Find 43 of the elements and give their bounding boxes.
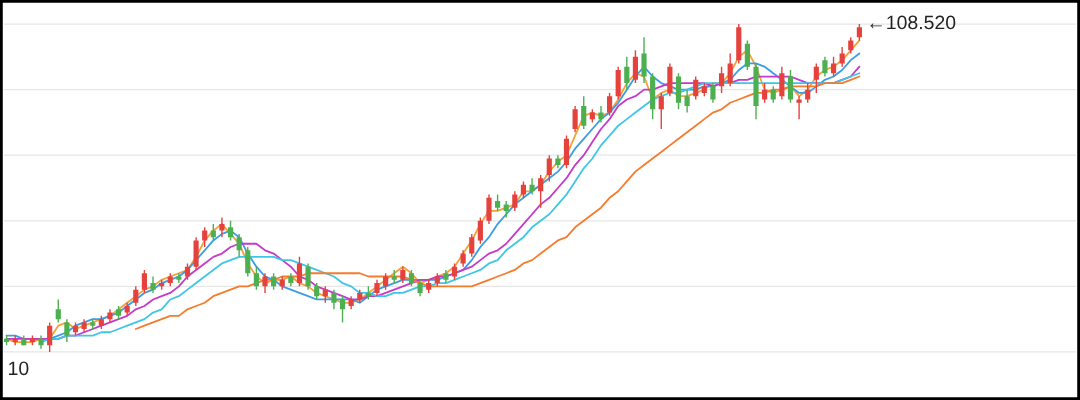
candlestick (641, 36, 647, 84)
candlestick (227, 220, 234, 242)
candlestick (512, 190, 518, 212)
candlestick (469, 233, 475, 258)
candlestick (727, 52, 733, 88)
candlestick (141, 269, 147, 294)
candlestick (486, 193, 492, 225)
candlestick (796, 95, 802, 120)
candlestick (296, 256, 303, 288)
candlestick (245, 246, 251, 278)
candlestick (253, 265, 259, 291)
candlestick (658, 92, 664, 130)
candlestick (787, 69, 794, 104)
candlestick (339, 295, 346, 324)
candlestick (262, 272, 268, 294)
candlestick (546, 154, 552, 183)
candlestick (632, 49, 638, 84)
candlestick (744, 39, 750, 71)
candlestick (55, 298, 61, 324)
candlestick (538, 174, 544, 209)
candlestick (64, 318, 70, 343)
candlestick (477, 216, 483, 245)
candlestick (572, 105, 578, 133)
text: 10 (9, 361, 29, 376)
candlestick (830, 56, 837, 78)
candlestick (718, 65, 725, 94)
candlestick (624, 56, 630, 91)
candlestick (684, 88, 690, 114)
candlestick (331, 288, 337, 311)
candlestick (813, 62, 819, 94)
candlestick (305, 262, 311, 291)
candlestick (779, 65, 785, 101)
candlestick (529, 177, 535, 196)
candlestick (133, 285, 139, 307)
candlestick (710, 82, 716, 104)
candlestick (219, 216, 225, 238)
candlestick (581, 95, 587, 130)
candlestick (693, 75, 699, 101)
candlestick (236, 233, 242, 258)
candlestick (47, 321, 53, 353)
candlestick (822, 56, 828, 78)
candlestick (606, 92, 613, 117)
text: ←108.520 (870, 15, 956, 30)
